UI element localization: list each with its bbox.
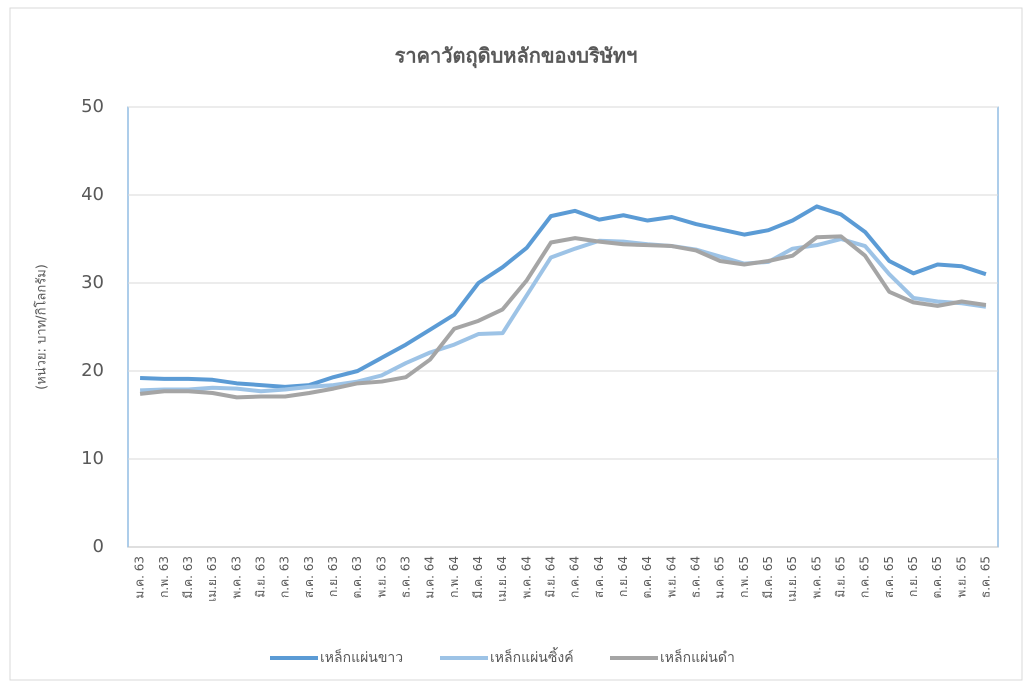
x-tick-label: ธ.ค. 64: [688, 556, 702, 598]
x-tick-label: เม.ย. 65: [785, 556, 799, 602]
x-tick-label: ก.พ. 64: [447, 556, 461, 598]
x-tick-label: ธ.ค. 65: [978, 556, 992, 598]
x-tick-label: ก.ค. 65: [858, 556, 872, 598]
x-tick-label: พ.ย. 63: [374, 556, 388, 598]
x-tick-label: เม.ย. 63: [205, 556, 219, 602]
x-tick-label: ก.ย. 64: [616, 556, 630, 597]
y-axis-label: (หน่วย: บาท/กิโลกรัม): [34, 264, 50, 390]
chart-border: [9, 7, 1023, 681]
x-tick-label: มี.ค. 64: [471, 556, 485, 599]
x-tick-label: ม.ค. 65: [713, 556, 727, 599]
y-tick-label: 30: [81, 272, 104, 293]
y-tick-label: 20: [81, 360, 104, 381]
x-tick-label: พ.ย. 64: [664, 556, 678, 598]
x-tick-label: ต.ค. 64: [640, 556, 654, 599]
x-tick-label: ส.ค. 65: [882, 556, 896, 598]
y-tick-label: 50: [81, 96, 104, 117]
x-tick-label: ส.ค. 64: [592, 556, 606, 598]
y-tick-label: 40: [81, 184, 104, 205]
x-tick-label: พ.ค. 64: [519, 556, 533, 599]
x-tick-label: มี.ค. 65: [761, 556, 775, 599]
y-tick-label: 0: [93, 536, 104, 557]
line-series: [139, 234, 987, 400]
x-tick-label: พ.ค. 65: [809, 556, 823, 599]
x-tick-label: พ.ค. 63: [229, 556, 243, 599]
x-tick-label: ต.ค. 65: [930, 556, 944, 599]
legend-label: เหล็กแผ่นดำ: [660, 648, 735, 666]
x-tick-label: ก.พ. 63: [157, 556, 171, 598]
x-tick-label: ก.ย. 63: [326, 556, 340, 597]
x-tick-label: พ.ย. 65: [954, 556, 968, 598]
x-tick-label: ธ.ค. 63: [398, 556, 412, 598]
x-tick-label: มิ.ย. 64: [543, 556, 557, 598]
x-tick-label: มิ.ย. 63: [253, 556, 267, 598]
legend-label: เหล็กแผ่นขาว: [320, 648, 403, 666]
x-tick-label: ส.ค. 63: [302, 556, 316, 598]
x-tick-label: ก.ย. 65: [906, 556, 920, 597]
x-tick-label: ม.ค. 64: [423, 556, 437, 599]
line-series: [140, 204, 987, 389]
x-tick-label: ก.ค. 64: [568, 556, 582, 598]
x-tick-label: ก.พ. 65: [737, 556, 751, 598]
legend-label: เหล็กแผ่นซิ้งค์: [490, 647, 574, 666]
x-tick-label: มิ.ย. 65: [833, 556, 847, 598]
y-tick-label: 10: [81, 448, 104, 469]
x-tick-label: มี.ค. 63: [181, 556, 195, 599]
x-tick-label: ม.ค. 63: [133, 556, 147, 599]
x-tick-label: ก.ค. 63: [278, 556, 292, 598]
x-tick-label: ต.ค. 63: [350, 556, 364, 599]
x-tick-label: เม.ย. 64: [495, 556, 509, 602]
chart-title: ราคาวัตถุดิบหลักของบริษัทฯ: [395, 44, 638, 69]
